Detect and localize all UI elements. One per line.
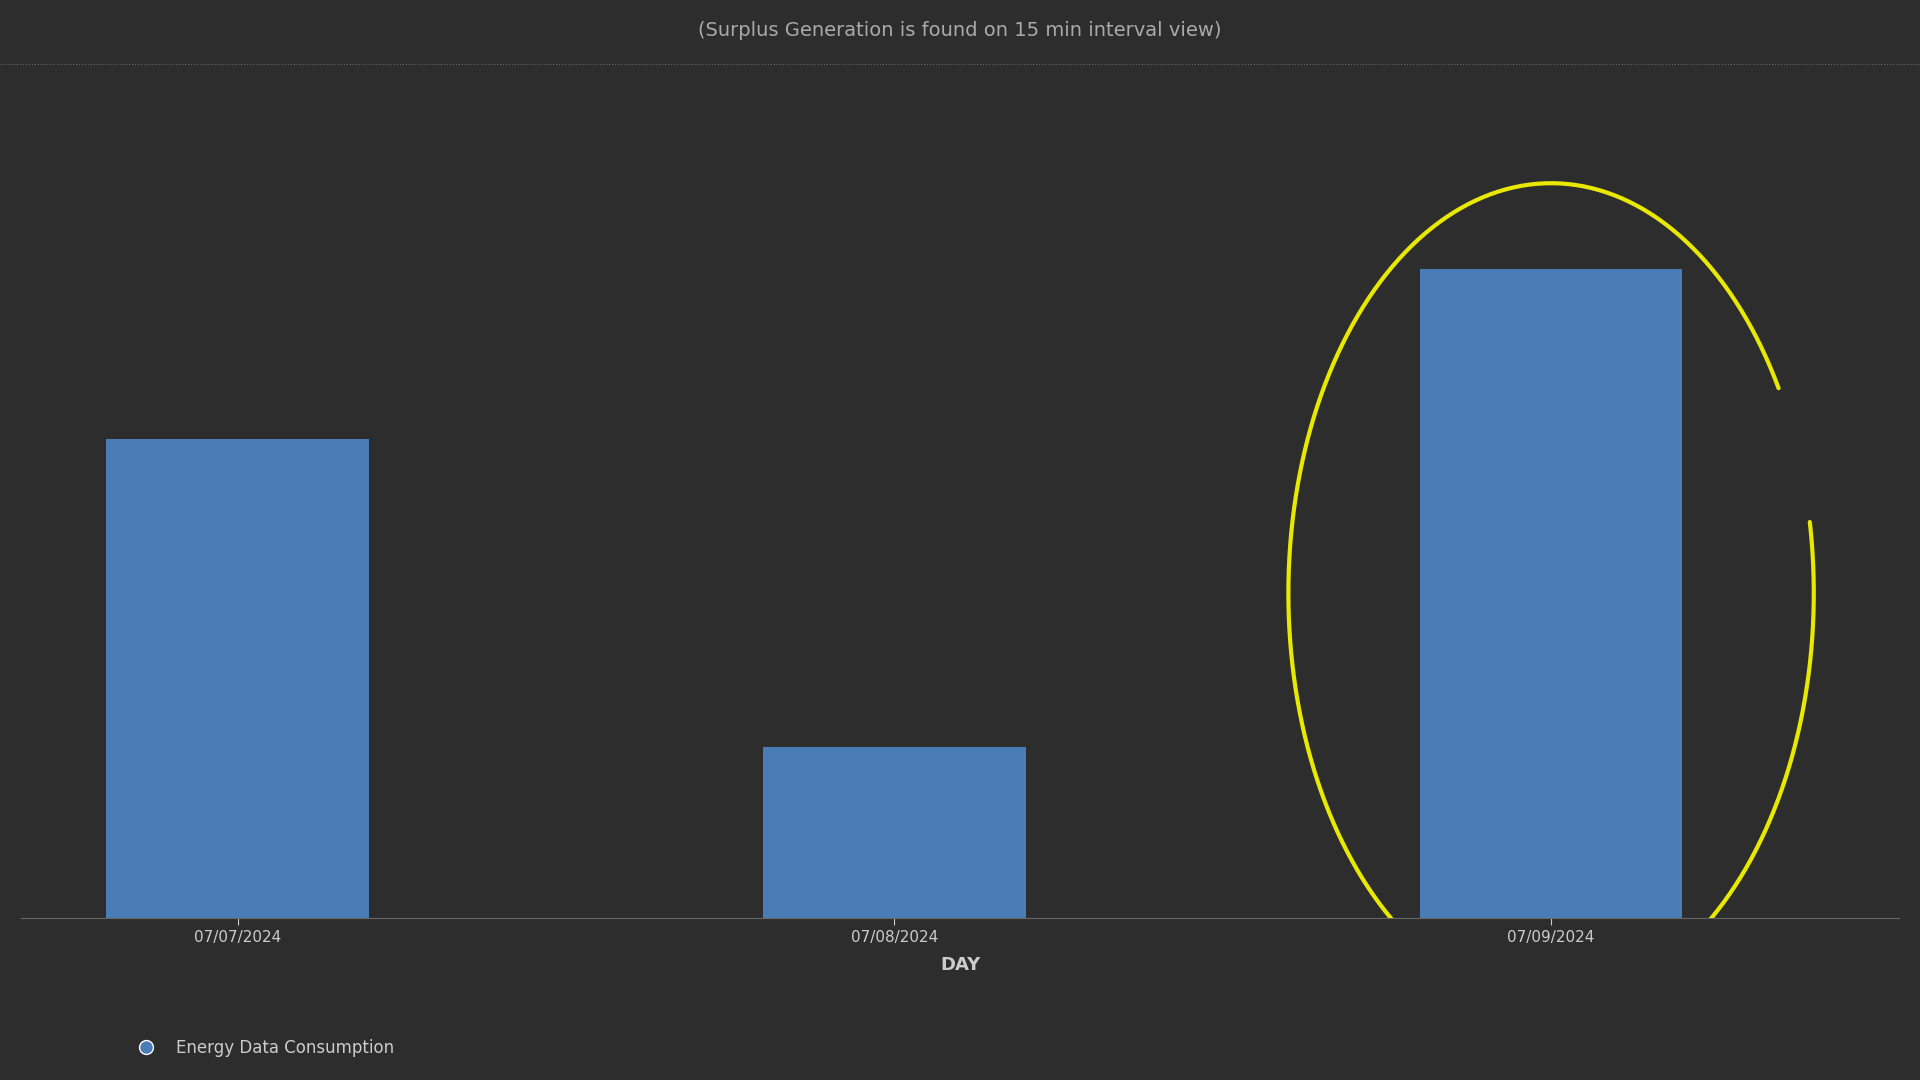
Legend: Energy Data Consumption: Energy Data Consumption (123, 1031, 401, 1063)
Bar (1419, 269, 1682, 918)
Bar (762, 747, 1025, 918)
Title: (Surplus Generation is found on 15 min interval view): (Surplus Generation is found on 15 min i… (699, 21, 1221, 40)
Bar (106, 440, 369, 918)
X-axis label: DAY: DAY (941, 956, 979, 974)
